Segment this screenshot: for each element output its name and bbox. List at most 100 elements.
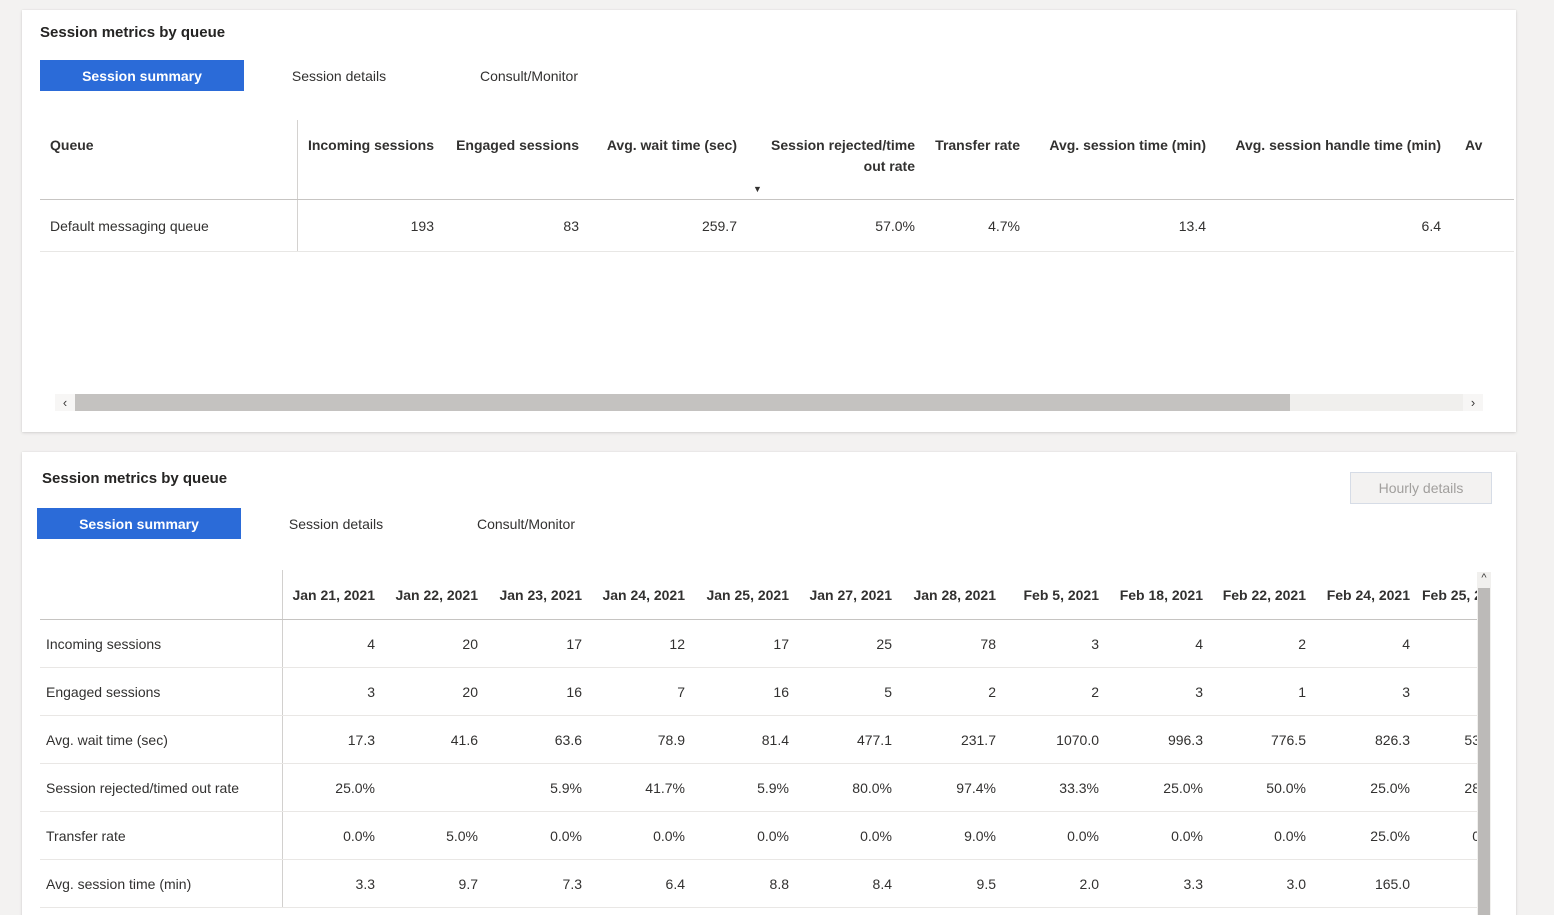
tab-consult-monitor[interactable]: Consult/Monitor — [431, 508, 621, 539]
metric-value-cell: 2 — [988, 683, 996, 700]
tab-session-summary[interactable]: Session summary — [37, 508, 241, 539]
scroll-left-icon[interactable]: ‹ — [55, 394, 75, 411]
table-header-row: ▼ Queue Incoming sessions Engaged sessions… — [40, 120, 1514, 200]
metric-value-cell: 3 — [1091, 635, 1099, 652]
metric-value-cell: 996.3 — [1167, 731, 1203, 748]
horizontal-scrollbar[interactable]: ‹ › — [55, 394, 1483, 411]
metric-value-cell: 3.3 — [355, 875, 375, 892]
metric-value-cell: 20 — [462, 635, 478, 652]
table-row: Incoming sessions 4 20 17 12 17 25 78 3 4 2 4 — [40, 620, 1477, 668]
date-column-header[interactable]: Jan 27, 2021 — [809, 586, 892, 603]
metric-value-cell: 63.6 — [554, 731, 582, 748]
date-header-row: Jan 21, 2021 Jan 22, 2021 Jan 23, 2021 Jan … — [40, 570, 1477, 620]
column-header-6[interactable]: Avg. session time (min) — [1049, 137, 1206, 153]
table-row: Avg. session time (min) 3.3 9.7 7.3 6.4 8.8 8.… — [40, 860, 1477, 908]
date-column-header[interactable]: Jan 24, 2021 — [602, 586, 685, 603]
metric-value-cell: 0.0% — [1067, 827, 1099, 844]
metric-value-cell: 3 — [1402, 683, 1410, 700]
metric-value-cell: 33.3% — [1059, 779, 1099, 796]
metric-value-cell: 9.5 — [976, 875, 996, 892]
metric-value-cell: 165.0 — [1374, 875, 1410, 892]
metric-value-cell: 2 — [1298, 635, 1306, 652]
metric-value-cell: 5 — [884, 683, 892, 700]
metric-value-cell: 17 — [566, 635, 582, 652]
metric-value-cell: 13.4 — [1178, 217, 1206, 234]
date-column-header[interactable]: Jan 23, 2021 — [499, 586, 582, 603]
date-column-header[interactable]: Feb 18, 2021 — [1119, 586, 1203, 603]
scroll-up-icon[interactable]: ^ — [1481, 572, 1487, 584]
date-column-header[interactable]: Feb 5, 2021 — [1023, 586, 1100, 603]
metric-value-cell: 57.0% — [875, 217, 915, 234]
session-metrics-panel-bottom: Session metrics by queue Hourly details … — [22, 452, 1516, 915]
metric-value-cell: 78 — [980, 635, 996, 652]
metric-value-cell: 4 — [1195, 635, 1203, 652]
column-header-5[interactable]: Transfer rate — [935, 137, 1020, 153]
metric-value-cell: 6.4 — [665, 875, 685, 892]
tab-session-details[interactable]: Session details — [241, 508, 431, 539]
metric-value-cell: 3 — [367, 683, 375, 700]
date-column-header[interactable]: Jan 21, 2021 — [292, 586, 375, 603]
daily-metrics-matrix: Jan 21, 2021 Jan 22, 2021 Jan 23, 2021 Jan … — [40, 570, 1477, 908]
metric-value-cell: 97.4% — [956, 779, 996, 796]
metric-value-cell: 0.0% — [343, 827, 375, 844]
column-header-4[interactable]: Session rejected/time out rate — [771, 137, 915, 174]
metric-value-cell: 0.0% — [860, 827, 892, 844]
vertical-scrollbar[interactable]: ^ — [1477, 572, 1491, 915]
tab-session-details[interactable]: Session details — [244, 60, 434, 91]
date-column-header[interactable]: Jan 25, 2021 — [706, 586, 789, 603]
scroll-right-icon[interactable]: › — [1463, 394, 1483, 411]
metric-value-cell: 1 — [1298, 683, 1306, 700]
metric-value-cell: 28 — [1464, 779, 1477, 796]
scrollbar-thumb[interactable] — [1478, 588, 1490, 915]
row-header: Incoming sessions — [40, 620, 283, 667]
table-row: Session rejected/timed out rate 25.0% 5.9%… — [40, 764, 1477, 812]
metric-value-cell: 9.0% — [964, 827, 996, 844]
metric-value-cell: 25.0% — [1163, 779, 1203, 796]
metric-value-cell: 0.0% — [1274, 827, 1306, 844]
metric-value-cell: 8.8 — [769, 875, 789, 892]
matrix-body: Incoming sessions 4 20 17 12 17 25 78 3 4 2 4 Engage… — [40, 620, 1477, 908]
hourly-details-button[interactable]: Hourly details — [1350, 472, 1492, 504]
metric-value-cell: 0.0% — [550, 827, 582, 844]
sort-descending-icon[interactable]: ▼ — [753, 184, 762, 194]
column-header-8[interactable]: Av — [1465, 137, 1483, 153]
column-header-2[interactable]: Engaged sessions — [456, 137, 579, 153]
tab-consult-monitor[interactable]: Consult/Monitor — [434, 60, 624, 91]
metric-value-cell: 25 — [876, 635, 892, 652]
panel-title: Session metrics by queue — [40, 24, 226, 41]
column-header-3[interactable]: Avg. wait time (sec) — [606, 137, 737, 153]
column-header-0[interactable]: Queue — [40, 120, 298, 199]
metric-value-cell: 231.7 — [960, 731, 996, 748]
metric-value-cell: 0.0% — [757, 827, 789, 844]
metric-value-cell: 20 — [462, 683, 478, 700]
tab-session-summary[interactable]: Session summary — [40, 60, 244, 91]
metric-value-cell: 3.3 — [1183, 875, 1203, 892]
date-column-header[interactable]: Feb 22, 2021 — [1222, 586, 1306, 603]
date-column-header[interactable]: Feb 24, 2021 — [1326, 586, 1410, 603]
date-column-header[interactable]: Jan 22, 2021 — [395, 586, 478, 603]
table-row: Engaged sessions 3 20 16 7 16 5 2 2 3 1 3 — [40, 668, 1477, 716]
tab-bar: Session summary Session details Consult/Mo… — [37, 508, 621, 539]
metric-value-cell: 16 — [773, 683, 789, 700]
metric-value-cell: 3 — [1195, 683, 1203, 700]
date-column-header[interactable]: Feb 25, 2 — [1422, 586, 1477, 603]
column-header-1[interactable]: Incoming sessions — [307, 137, 434, 153]
metric-value-cell: 6.4 — [1421, 217, 1441, 234]
scrollbar-thumb[interactable] — [75, 394, 1290, 411]
metric-value-cell: 4 — [1402, 635, 1410, 652]
metric-value-cell: 0.0% — [653, 827, 685, 844]
column-header-7[interactable]: Avg. session handle time (min) — [1235, 137, 1441, 153]
metric-value-cell: 4.7% — [988, 217, 1020, 234]
metric-value-cell: 477.1 — [856, 731, 892, 748]
metric-value-cell: 81.4 — [761, 731, 789, 748]
scrollbar-track[interactable] — [75, 394, 1463, 411]
metric-value-cell: 193 — [410, 217, 434, 234]
metric-value-cell: 53 — [1464, 731, 1477, 748]
queue-metrics-table: ▼ Queue Incoming sessions Engaged sessions… — [40, 120, 1514, 252]
metric-value-cell: 8.4 — [872, 875, 892, 892]
metric-value-cell: 9.7 — [458, 875, 478, 892]
metric-value-cell: 17 — [773, 635, 789, 652]
date-column-header[interactable]: Jan 28, 2021 — [913, 586, 996, 603]
metric-value-cell: 25.0% — [335, 779, 375, 796]
